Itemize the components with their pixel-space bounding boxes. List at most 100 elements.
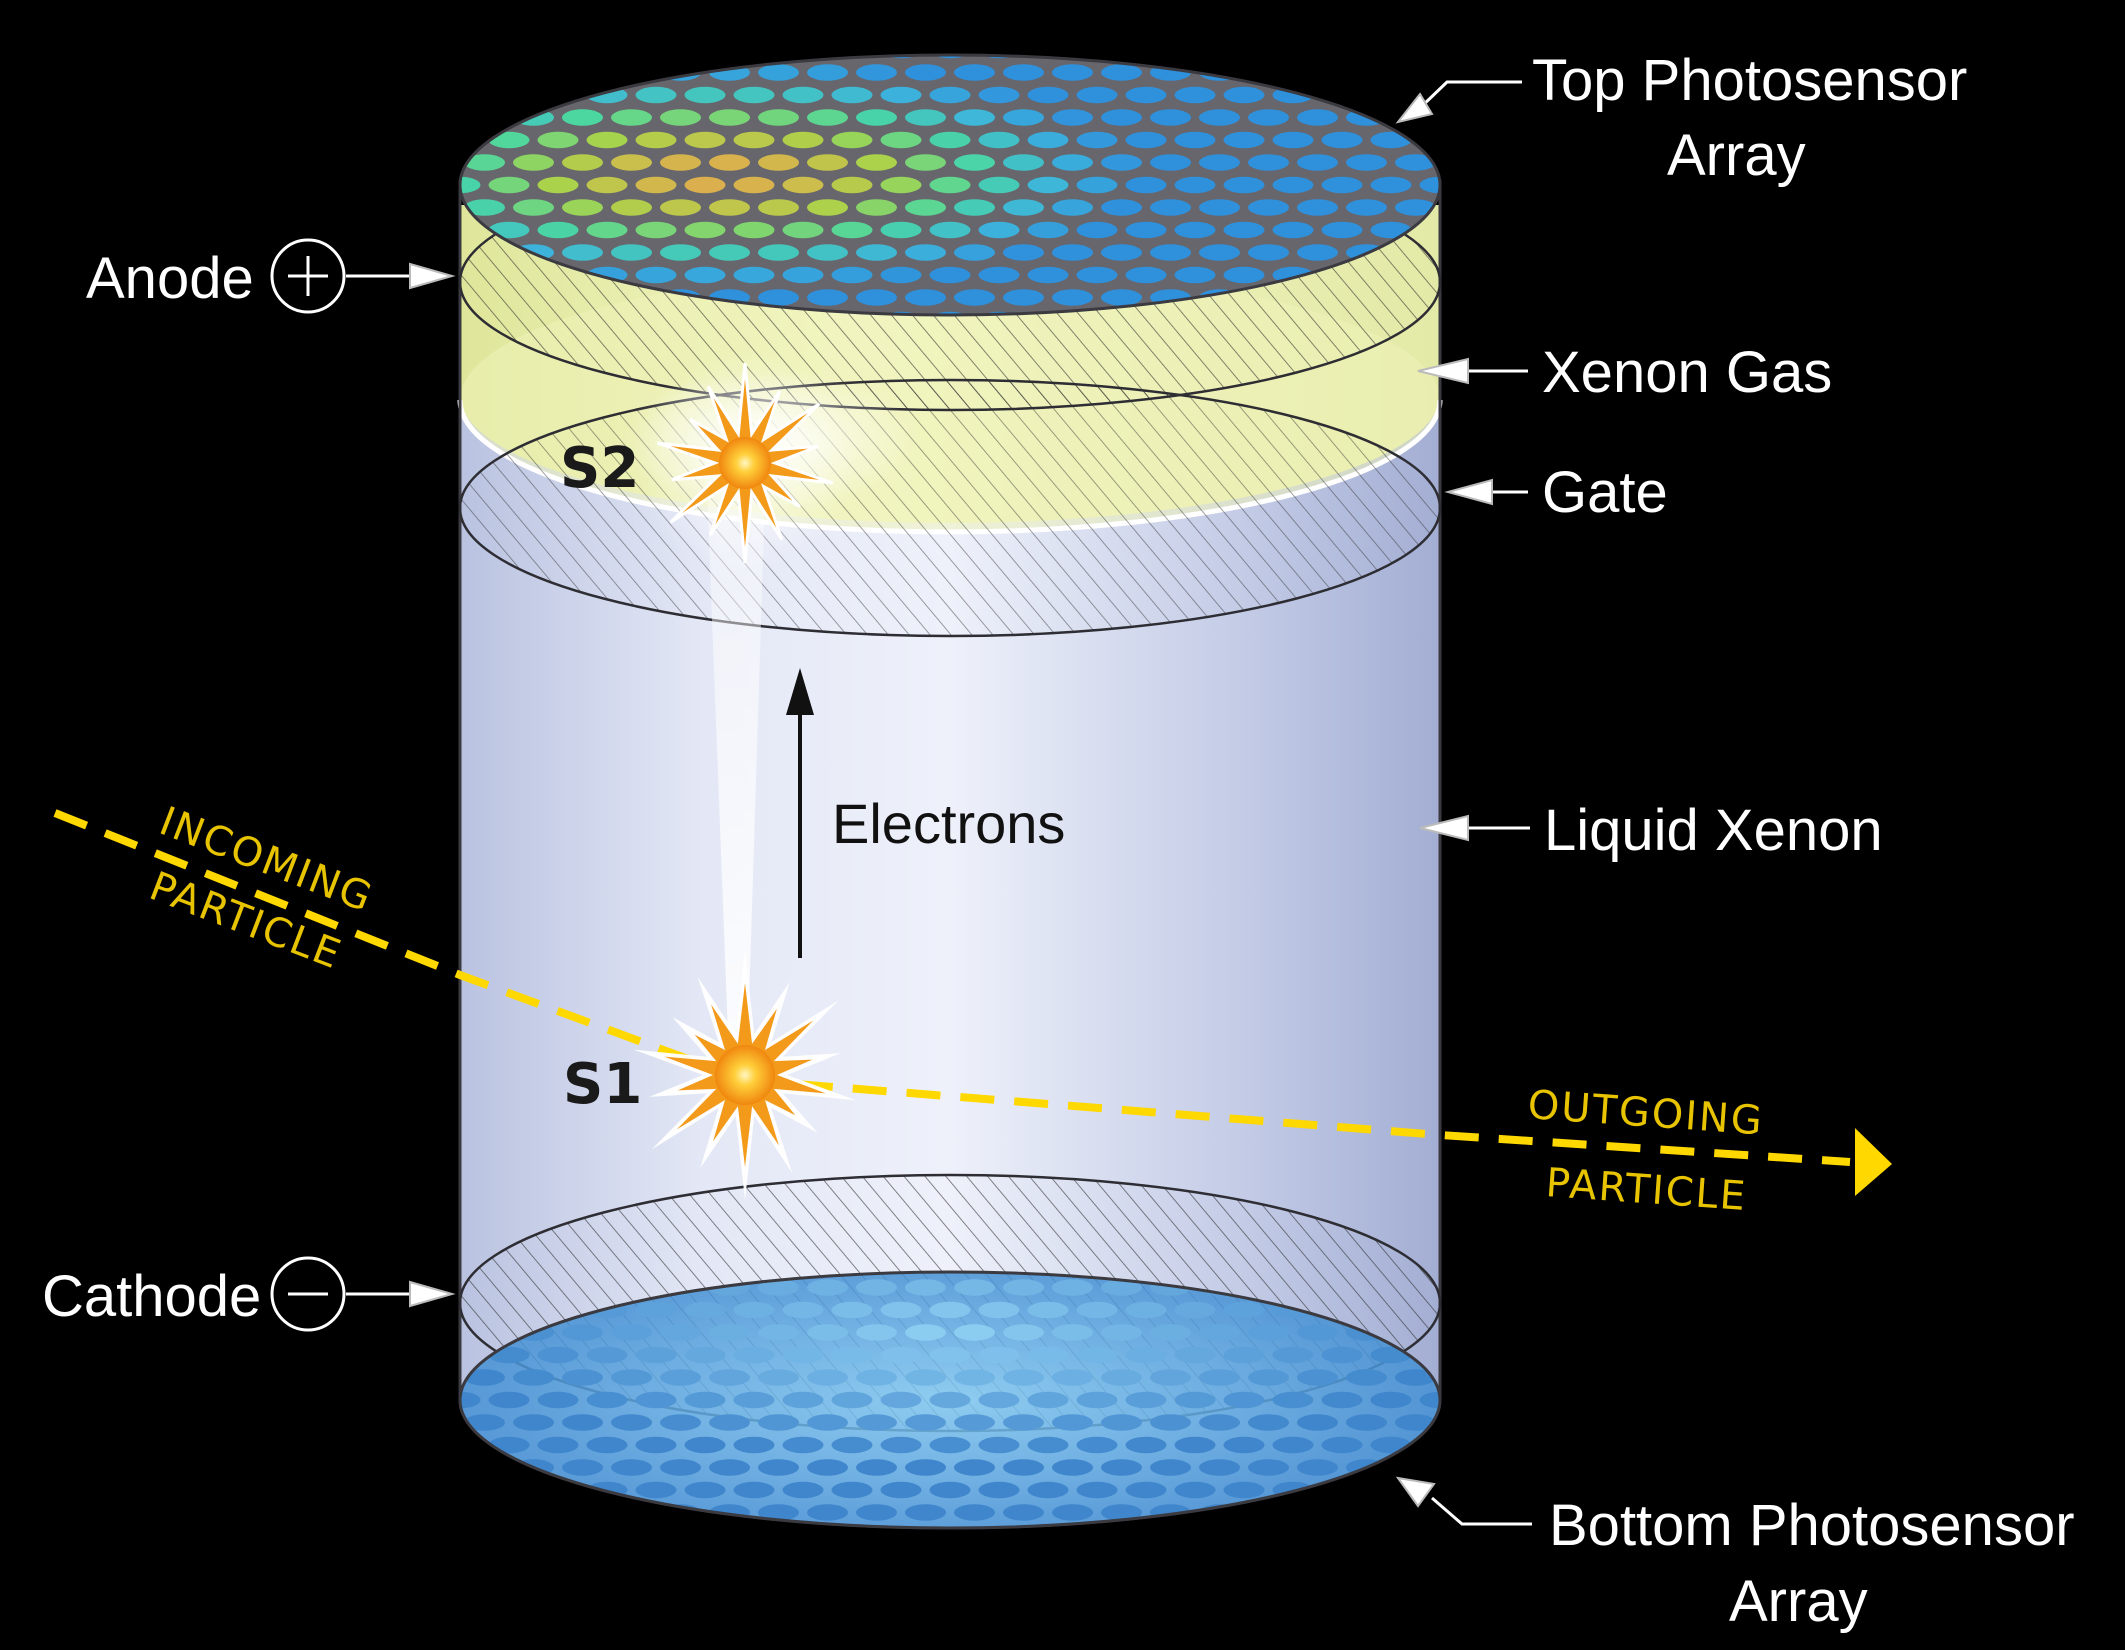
photosensor-cell: [460, 131, 481, 149]
outgoing-label-line1: OUTGOING: [1526, 1082, 1765, 1144]
photosensor-cell: [1199, 1549, 1240, 1565]
gate-grid: [458, 378, 1442, 638]
photosensor-cell: [1076, 1436, 1118, 1454]
photosensor-cell: [1223, 1301, 1265, 1319]
photosensor-cell: [1174, 1301, 1216, 1319]
photosensor-cell: [488, 86, 530, 104]
photosensor-cell: [709, 19, 750, 35]
photosensor-cell: [611, 64, 652, 81]
photosensor-cell: [1052, 1324, 1093, 1341]
photosensor-cell: [1027, 1481, 1069, 1499]
photosensor-cell: [782, 221, 824, 239]
photosensor-cell: [978, 1301, 1020, 1319]
photosensor-cell: [782, 86, 824, 104]
photosensor-cell: [856, 244, 897, 261]
photosensor-cell: [1003, 154, 1044, 171]
photosensor-cell: [1346, 199, 1387, 216]
photosensor-cell: [1419, 176, 1440, 194]
photosensor-cell: [1297, 19, 1338, 35]
photosensor-cell: [537, 1391, 579, 1409]
photosensor-cell: [1469, 1437, 1510, 1453]
photosensor-cell: [905, 64, 946, 81]
photosensor-cell: [1125, 1526, 1167, 1528]
photosensor-cell: [807, 1369, 848, 1386]
photosensor-cell: [1444, 289, 1485, 305]
photosensor-cell: [978, 131, 1020, 149]
photosensor-cell: [1052, 1414, 1093, 1431]
photosensor-cell: [978, 86, 1020, 104]
photosensor-cell: [1076, 1481, 1118, 1499]
photosensor-cell: [880, 176, 922, 194]
photosensor-cell: [1469, 1302, 1510, 1318]
photosensor-cell: [856, 1324, 897, 1341]
photosensor-cell: [1027, 1301, 1069, 1319]
photosensor-cell: [635, 176, 677, 194]
photosensor-cell: [513, 1504, 554, 1521]
photosensor-cell: [1370, 1436, 1412, 1454]
photosensor-cell: [415, 109, 456, 125]
photosensor-cell: [1174, 1481, 1216, 1499]
photosensor-cell: [415, 1414, 456, 1430]
photosensor-cell: [415, 199, 456, 215]
photosensor-cell: [1101, 1279, 1142, 1296]
photosensor-cell: [1370, 55, 1412, 59]
photosensor-cell: [415, 64, 456, 80]
photosensor-cell: [1321, 221, 1363, 239]
photosensor-cell: [513, 1369, 554, 1386]
photosensor-cell: [905, 1459, 946, 1476]
photosensor-cell: [1174, 1346, 1216, 1364]
photosensor-cell: [460, 86, 481, 104]
top-array-label-line2: Array: [1667, 123, 1806, 188]
photosensor-cell: [1248, 1549, 1289, 1565]
photosensor-cell: [954, 1369, 995, 1386]
photosensor-cell: [856, 1414, 897, 1431]
photosensor-cell: [635, 131, 677, 149]
photosensor-cell: [1444, 1459, 1485, 1475]
photosensor-cell: [978, 1526, 1020, 1528]
photosensor-cell: [1419, 131, 1440, 149]
photosensor-cell: [1174, 1391, 1216, 1409]
photosensor-cell: [856, 1279, 897, 1296]
photosensor-cell: [684, 221, 726, 239]
photosensor-cell: [586, 1526, 628, 1528]
photosensor-cell: [391, 1482, 432, 1498]
photosensor-cell: [1370, 1391, 1412, 1409]
photosensor-cell: [807, 109, 848, 126]
photosensor-cell: [1469, 1482, 1510, 1498]
photosensor-cell: [929, 1481, 971, 1499]
photosensor-cell: [1248, 1459, 1289, 1476]
photosensor-cell: [1003, 199, 1044, 216]
photosensor-cell: [635, 1301, 677, 1319]
photosensor-cell: [460, 1526, 481, 1528]
photosensor-cell: [415, 244, 456, 260]
photosensor-cell: [1297, 1369, 1338, 1386]
photosensor-cell: [954, 244, 995, 261]
photosensor-cell: [1101, 244, 1142, 261]
photosensor-cell: [1370, 86, 1412, 104]
photosensor-cell: [905, 19, 946, 35]
photosensor-cell: [1248, 154, 1289, 171]
photosensor-cell: [391, 1347, 432, 1363]
photosensor-cell: [1101, 1414, 1142, 1431]
photosensor-cell: [1174, 176, 1216, 194]
photosensor-cell: [1125, 176, 1167, 194]
photosensor-cell: [782, 1346, 824, 1364]
photosensor-cell: [1052, 244, 1093, 261]
photosensor-cell: [684, 55, 726, 59]
photosensor-cell: [488, 176, 530, 194]
photosensor-cell: [1027, 1526, 1069, 1528]
photosensor-cell: [562, 64, 603, 81]
photosensor-cell: [1027, 86, 1069, 104]
photosensor-cell: [880, 221, 922, 239]
photosensor-cell: [488, 1481, 530, 1499]
photosensor-cell: [684, 1526, 726, 1528]
photosensor-cell: [1444, 1414, 1485, 1430]
photosensor-cell: [635, 1391, 677, 1409]
photosensor-cell: [488, 1436, 530, 1454]
photosensor-cell: [758, 109, 799, 126]
photosensor-cell: [1444, 154, 1485, 170]
photosensor-cell: [1297, 1324, 1338, 1341]
photosensor-cell: [1101, 1369, 1142, 1386]
photosensor-cell: [660, 1369, 701, 1386]
